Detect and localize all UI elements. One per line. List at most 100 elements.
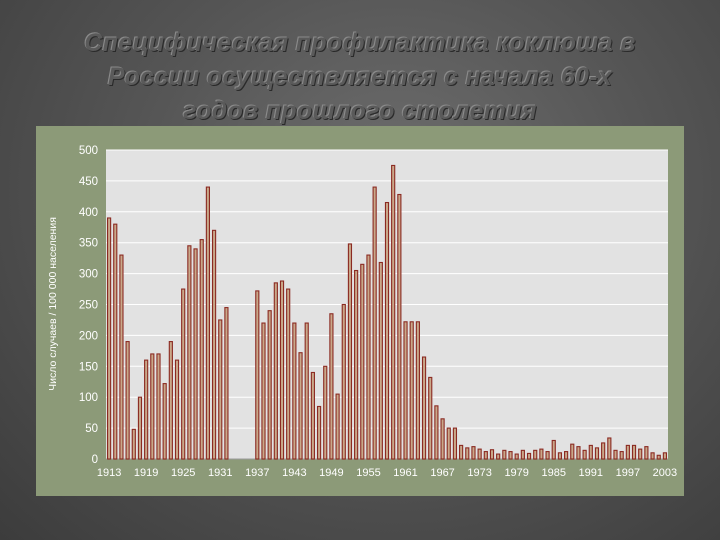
- bar-1921: [156, 353, 161, 460]
- bar-1997: [625, 444, 630, 460]
- bar-1926: [187, 245, 192, 460]
- y-tick-label: 50: [85, 423, 98, 435]
- y-tick-label: 200: [79, 330, 98, 342]
- bar-1949: [329, 313, 334, 460]
- y-tick-label: 150: [79, 361, 98, 373]
- bar-1916: [125, 341, 130, 460]
- bar-1986: [557, 452, 563, 460]
- x-tick-label: 1961: [393, 467, 417, 479]
- bar-1985: [551, 439, 556, 460]
- bar-1948: [323, 365, 328, 460]
- bar-2003: [662, 452, 668, 460]
- slide-title-line-2: России осуществляется с начала 60-х: [107, 63, 613, 91]
- bar-1972: [471, 446, 476, 460]
- bar-1992: [594, 447, 600, 460]
- bar-1925: [181, 288, 186, 460]
- bar-1937: [255, 290, 260, 460]
- bar-1975: [489, 449, 495, 460]
- bar-1979: [514, 453, 519, 460]
- bar-1927: [193, 248, 198, 460]
- y-tick-label: 400: [79, 207, 98, 219]
- bar-2002: [656, 454, 661, 460]
- bar-1931: [218, 319, 223, 460]
- bar-1951: [341, 303, 346, 460]
- x-tick-label: 1991: [579, 467, 603, 479]
- bar-1969: [452, 427, 458, 460]
- bar-1994: [607, 437, 612, 460]
- chart-frame: 0 50 100 150 200 250 300 350 400 450 500 1913 1919 1…: [36, 126, 684, 496]
- bar-1940: [273, 282, 278, 460]
- bar-1958: [384, 201, 390, 460]
- bar-1968: [446, 427, 451, 460]
- bar-1977: [502, 449, 507, 460]
- bar-1959: [391, 164, 396, 460]
- x-tick-label: 1979: [504, 467, 528, 479]
- bar-1973: [477, 448, 482, 460]
- bar-1955: [366, 254, 371, 460]
- bar-1918: [137, 396, 143, 460]
- bar-1930: [211, 229, 217, 460]
- bar-1952: [347, 243, 353, 460]
- x-tick-label: 1937: [245, 467, 269, 479]
- bar-1990: [582, 449, 587, 460]
- slide-title-line-1: Специфическая профилактика коклюша в: [84, 29, 636, 57]
- bar-1929: [205, 186, 211, 460]
- slide-title: Специфическая профилактика коклюша в Рос…: [40, 26, 680, 128]
- bar-2001: [650, 452, 655, 460]
- bar-1970: [459, 444, 464, 460]
- bar-1914: [113, 223, 118, 460]
- y-tick-label: 300: [79, 269, 98, 281]
- bar-1981: [526, 452, 532, 460]
- slide-title-line-3: годов прошлого столетия: [183, 97, 537, 125]
- bar-1957: [378, 261, 383, 460]
- x-tick-label: 1931: [208, 467, 232, 479]
- y-tick-label: 0: [92, 454, 98, 466]
- bar-1993: [601, 442, 606, 460]
- x-tick-label: 1919: [134, 467, 158, 479]
- bar-1923: [168, 341, 173, 460]
- bar-1998: [631, 444, 637, 460]
- bar-1928: [199, 239, 204, 460]
- bar-1917: [131, 428, 136, 460]
- x-tick-label: 1925: [171, 467, 195, 479]
- x-tick-label: 2003: [653, 467, 677, 479]
- bar-1944: [298, 352, 303, 460]
- bar-1999: [638, 448, 643, 460]
- bar-1971: [465, 447, 470, 460]
- bar-1945: [304, 322, 309, 460]
- bar-1956: [372, 186, 377, 460]
- y-tick-label: 250: [79, 300, 98, 312]
- bar-1995: [613, 449, 618, 460]
- bar-1989: [576, 446, 581, 460]
- bar-1942: [286, 288, 291, 460]
- bar-1932: [224, 307, 229, 460]
- bar-1962: [409, 321, 414, 460]
- bar-1976: [496, 453, 501, 460]
- bar-1920: [150, 353, 155, 460]
- bar-1974: [483, 451, 488, 460]
- bar-1983: [539, 448, 544, 460]
- bar-1938: [261, 322, 266, 460]
- x-tick-label: 1973: [467, 467, 491, 479]
- bar-1953: [354, 269, 359, 460]
- y-tick-labels: 0 50 100 150 200 250 300 350 400 450 500: [79, 145, 98, 466]
- x-tick-label: 1967: [430, 467, 454, 479]
- y-axis-label: Число случаев / 100 000 населения: [47, 217, 59, 391]
- bar-1987: [563, 451, 569, 460]
- bar-1988: [570, 443, 575, 460]
- bar-1967: [440, 418, 445, 460]
- bar-1913: [106, 217, 112, 460]
- bar-1978: [508, 451, 513, 460]
- y-tick-label: 350: [79, 238, 98, 250]
- bar-1980: [520, 449, 525, 460]
- x-tick-label: 1943: [282, 467, 306, 479]
- bar-1961: [403, 321, 408, 460]
- bar-1996: [619, 451, 624, 460]
- y-tick-label: 450: [79, 176, 98, 188]
- bar-1991: [588, 444, 593, 460]
- x-tick-label: 1997: [616, 467, 640, 479]
- x-tick-labels: 1913 1919 1925 1931 1937 1943 1949 1955 1961 1967…: [97, 467, 677, 479]
- y-tick-label: 100: [79, 392, 98, 404]
- bars: [106, 164, 668, 460]
